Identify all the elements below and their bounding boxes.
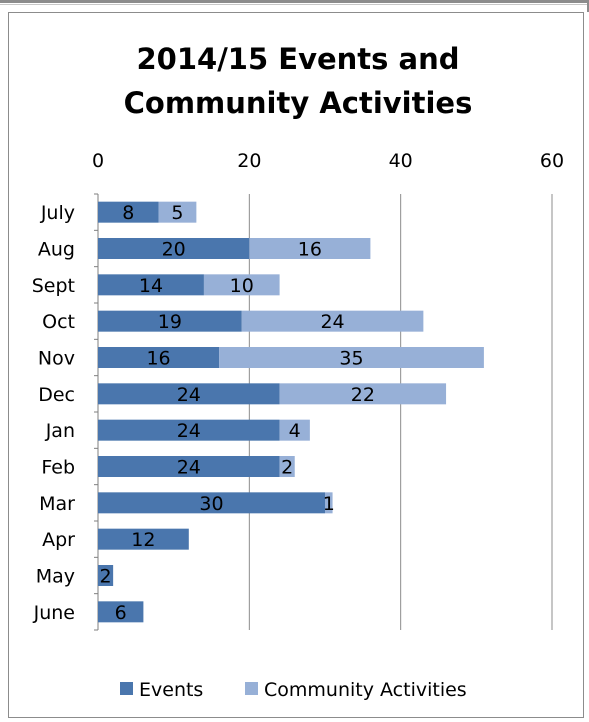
- data-label-events-oct: 19: [158, 311, 182, 333]
- bar-events-apr: [98, 528, 189, 550]
- category-labels: July Aug Sept Oct Nov Dec Jan Feb Mar Apr May June: [32, 202, 75, 624]
- bar-events-may: [98, 565, 114, 586]
- x-tick-label-0: 0: [92, 150, 104, 172]
- data-label-community-oct: 24: [320, 311, 344, 333]
- data-label-community-dec: 22: [351, 384, 375, 406]
- data-label-community-jan: 4: [289, 420, 301, 442]
- bar-events-june: [98, 601, 144, 623]
- category-label-jan: Jan: [45, 420, 75, 442]
- window-top-border: [0, 0, 589, 3]
- bar-community-feb: [279, 456, 295, 477]
- bars: [98, 201, 484, 623]
- data-label-community-sept: 10: [230, 275, 254, 297]
- legend-swatch-events: [120, 682, 133, 695]
- data-label-events-nov: 16: [146, 348, 170, 370]
- bar-events-jan: [98, 419, 280, 441]
- bar-community-dec: [279, 383, 447, 405]
- data-label-community-nov: 35: [339, 348, 363, 370]
- bar-events-july: [98, 201, 159, 223]
- bar-events-mar: [98, 492, 325, 514]
- data-label-community-aug: 16: [298, 239, 322, 261]
- legend-label-community: Community Activities: [264, 679, 467, 701]
- bar-community-july: [158, 201, 197, 223]
- category-label-mar: Mar: [39, 493, 75, 515]
- category-label-june: June: [33, 602, 75, 624]
- data-label-events-july: 8: [122, 202, 134, 224]
- legend: Events Community Activities: [120, 679, 467, 701]
- gridlines: [94, 193, 553, 631]
- category-label-oct: Oct: [42, 311, 75, 333]
- data-label-events-june: 6: [115, 602, 127, 624]
- data-label-community-feb: 2: [281, 457, 293, 479]
- bar-community-aug: [249, 238, 371, 259]
- category-label-sept: Sept: [32, 275, 75, 297]
- data-label-events-may: 2: [100, 566, 112, 588]
- bar-events-aug: [98, 238, 250, 259]
- window-right-border: [587, 0, 589, 12]
- legend-label-events: Events: [139, 679, 203, 701]
- x-tick-label-40: 40: [389, 150, 413, 172]
- data-label-events-jan: 24: [177, 420, 201, 442]
- bar-community-nov: [219, 347, 484, 368]
- chart-title-line-2: Community Activities: [124, 86, 473, 120]
- bar-events-dec: [98, 383, 280, 405]
- bar-events-feb: [98, 456, 280, 477]
- bar-community-jan: [279, 419, 310, 441]
- chart-title-line-1: 2014/15 Events and: [137, 42, 460, 76]
- data-label-events-sept: 14: [139, 275, 163, 297]
- bar-events-nov: [98, 347, 220, 368]
- bar-events-oct: [98, 310, 242, 332]
- data-label-events-dec: 24: [177, 384, 201, 406]
- bar-community-sept: [203, 274, 280, 296]
- category-label-nov: Nov: [38, 348, 75, 370]
- x-tick-label-20: 20: [237, 150, 261, 172]
- bar-events-sept: [98, 274, 204, 296]
- data-label-events-aug: 20: [162, 239, 186, 261]
- category-label-apr: Apr: [42, 529, 75, 551]
- category-label-aug: Aug: [38, 239, 75, 261]
- data-label-community-july: 5: [171, 202, 183, 224]
- data-label-events-mar: 30: [199, 493, 223, 515]
- category-label-july: July: [40, 202, 75, 224]
- data-label-events-feb: 24: [177, 457, 201, 479]
- window-top-border-inner: [0, 4, 589, 5]
- bar-community-mar: [325, 492, 333, 514]
- category-label-dec: Dec: [38, 384, 75, 406]
- data-label-community-mar: 1: [323, 493, 335, 515]
- legend-swatch-community: [245, 682, 258, 695]
- category-label-feb: Feb: [41, 457, 75, 479]
- x-tick-labels: 0 20 40 60: [92, 150, 564, 172]
- data-label-events-apr: 12: [131, 529, 155, 551]
- category-label-may: May: [36, 566, 75, 588]
- bar-community-oct: [241, 310, 424, 332]
- x-tick-label-60: 60: [540, 150, 564, 172]
